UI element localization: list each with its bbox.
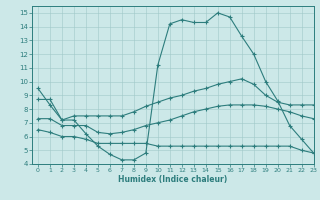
X-axis label: Humidex (Indice chaleur): Humidex (Indice chaleur) [118,175,228,184]
